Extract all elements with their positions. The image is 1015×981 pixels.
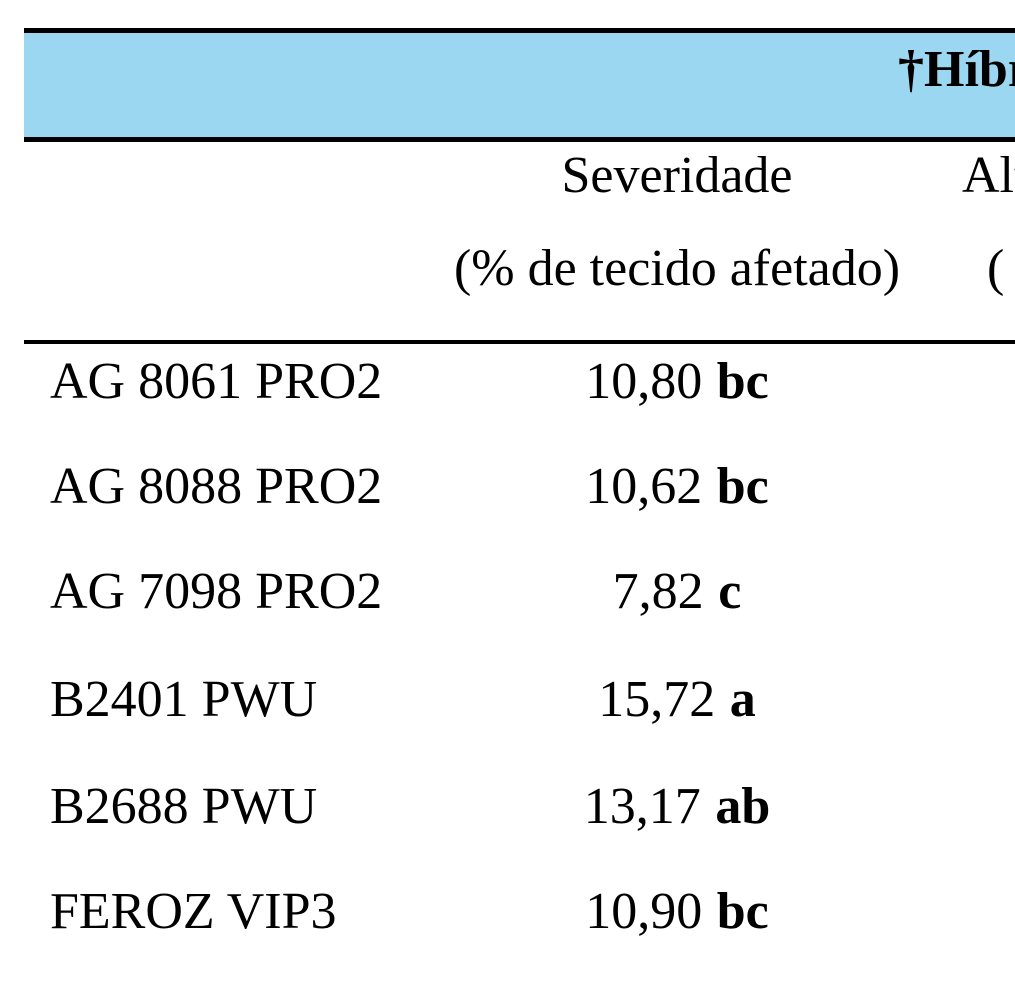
col-header-severity-line1: Severidade [561, 147, 793, 204]
severity-group-letter: bc [716, 353, 769, 410]
severity-number: 13,17 [583, 778, 701, 835]
table-row-severity: 15,72 a [424, 674, 930, 726]
col-header-next-line1-fragment: Alt [962, 147, 1015, 204]
severity-number: 10,80 [585, 353, 703, 410]
table-title-fragment: †Híbr [898, 41, 1015, 98]
table-row-hybrid: FEROZ VIP3 [50, 883, 337, 940]
severity-group-letter: bc [716, 883, 769, 940]
severity-group-letter: c [718, 563, 742, 620]
severity-number: 10,90 [585, 883, 703, 940]
table-band-bottom-border [24, 137, 1015, 142]
table-row-hybrid: AG 8088 PRO2 [50, 458, 383, 515]
table-row-severity: 7,82 c [424, 566, 930, 618]
table-row-severity: 10,90 bc [424, 886, 930, 938]
header-divider-rule [24, 340, 1015, 344]
severity-group-letter: ab [715, 778, 771, 835]
table-row-hybrid: B2688 PWU [50, 778, 318, 835]
table-row-hybrid: B2401 PWU [50, 671, 318, 728]
severity-group-letter: a [729, 671, 756, 728]
severity-number: 10,62 [585, 458, 703, 515]
table-row-hybrid: AG 7098 PRO2 [50, 563, 383, 620]
col-header-severity-line2: (% de tecido afetado) [453, 240, 901, 297]
table-row-severity: 13,17 ab [424, 781, 930, 833]
col-header-next-line2-fragment: ( [987, 240, 1005, 297]
severity-number: 7,82 [612, 563, 704, 620]
table-row-severity: 10,80 bc [424, 356, 930, 408]
table-top-border [24, 28, 1015, 33]
table-row-severity: 10,62 bc [424, 461, 930, 513]
severity-number: 15,72 [598, 671, 716, 728]
table-header-band [24, 33, 1015, 137]
table-row-hybrid: AG 8061 PRO2 [50, 353, 383, 410]
severity-group-letter: bc [716, 458, 769, 515]
